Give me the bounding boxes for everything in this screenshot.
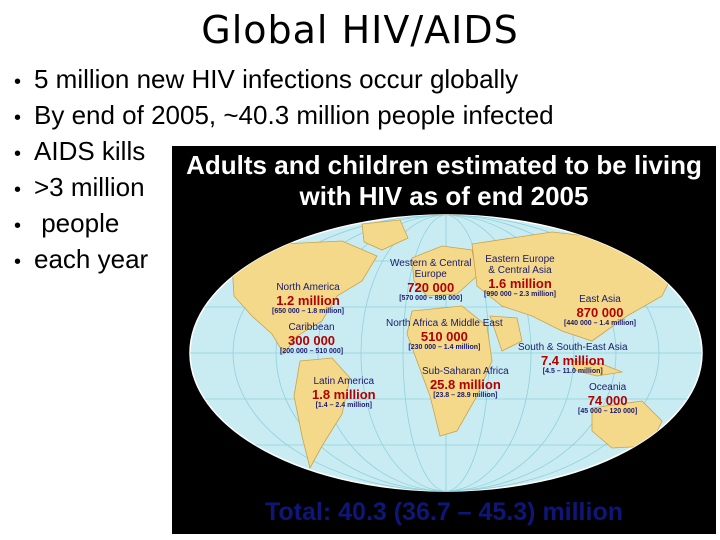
region-north-america: North America 1.2 million [650 000 – 1.8…	[272, 282, 344, 315]
region-value: 510 000	[420, 329, 468, 344]
region-caribbean: Caribbean 300 000 [200 000 – 510 000]	[280, 322, 343, 355]
region-western-central-europe: Western & Central Europe 720 000 [570 00…	[390, 258, 472, 302]
region-value: 1.6 million	[488, 276, 552, 291]
south-america-land	[293, 357, 351, 470]
bullet-item: • By end of 2005, ~40.3 million people in…	[14, 100, 554, 136]
world-map-image	[189, 214, 703, 492]
region-eastern-europe-central-asia: Eastern Europe & Central Asia 1.6 millio…	[484, 254, 556, 298]
region-range: [200 000 – 510 000]	[280, 348, 344, 355]
hiv-world-map-panel: Adults and children estimated to be livi…	[172, 146, 716, 534]
region-name: & Central Asia	[488, 265, 552, 276]
bullet-dot: •	[14, 143, 22, 165]
region-value: 300 000	[288, 333, 336, 348]
region-name: North Africa & Middle East	[386, 318, 503, 329]
bullet-dot: •	[14, 71, 22, 93]
region-range: [440 000 – 1.4 million]	[564, 320, 636, 327]
region-name: East Asia	[579, 294, 621, 305]
region-value: 870 000	[576, 305, 624, 320]
region-latin-america: Latin America 1.8 million [1.4 – 2.4 mil…	[312, 376, 376, 409]
map-title-line-2: with HIV as of end 2005	[299, 181, 589, 211]
slide-title: Global HIV/AIDS	[201, 8, 519, 52]
bullet-text: people	[34, 208, 120, 238]
region-value: 1.8 million	[312, 387, 376, 402]
region-range: [45 000 – 120 000]	[578, 408, 638, 415]
region-range: [4.5 – 11.0 million]	[542, 368, 603, 375]
region-range: [650 000 – 1.8 million]	[272, 308, 344, 315]
region-name: Oceania	[588, 382, 627, 393]
bullet-item: • AIDS kills	[14, 136, 554, 172]
region-name: Sub-Saharan Africa	[422, 366, 509, 377]
region-name: Europe	[414, 269, 447, 280]
europe-land	[411, 245, 478, 297]
region-name: Latin America	[313, 376, 375, 387]
greenland-land	[361, 219, 409, 251]
region-name: South & South-East Asia	[518, 342, 628, 353]
bullet-text: By end of 2005, ~40.3 million people inf…	[34, 100, 554, 130]
bullet-item: • people	[14, 208, 554, 244]
region-name: Western & Central	[390, 258, 472, 269]
map-title: Adults and children estimated to be livi…	[172, 150, 716, 212]
region-name: Caribbean	[288, 322, 335, 333]
africa-land	[406, 305, 493, 437]
bullet-dot: •	[14, 251, 22, 273]
region-range: [1.4 – 2.4 million]	[315, 402, 372, 409]
bullet-list: • 5 million new HIV infections occur glob…	[14, 64, 554, 280]
region-range: [570 000 – 890 000]	[399, 295, 463, 302]
region-south-southeast-asia: South & South-East Asia 7.4 million [4.5…	[518, 342, 628, 375]
bullet-item: • 5 million new HIV infections occur glob…	[14, 64, 554, 100]
north-america-land	[231, 240, 378, 355]
bullet-text: >3 million	[34, 172, 145, 202]
region-range: [230 000 – 1.4 million]	[408, 344, 481, 351]
region-value: 1.2 million	[276, 293, 340, 308]
region-range: [23.8 – 28.9 million]	[433, 392, 498, 399]
region-east-asia: East Asia 870 000 [440 000 – 1.4 million…	[564, 294, 636, 327]
region-north-africa-middle-east: North Africa & Middle East 510 000 [230 …	[386, 318, 503, 351]
arabia-land	[489, 315, 523, 352]
region-value: 7.4 million	[540, 353, 605, 368]
region-value: 74 000	[587, 393, 628, 408]
bullet-item: • each year	[14, 244, 554, 280]
region-name: North America	[276, 282, 340, 293]
bullet-text: each year	[34, 244, 149, 274]
map-total: Total: 40.3 (36.7 – 45.3) million	[265, 498, 623, 526]
bullet-text: 5 million new HIV infections occur globa…	[34, 64, 519, 94]
region-value: 720 000	[407, 280, 455, 295]
region-oceania: Oceania 74 000 [45 000 – 120 000]	[578, 382, 637, 415]
map-title-line-1: Adults and children estimated to be livi…	[186, 150, 702, 180]
bullet-item: • >3 million	[14, 172, 554, 208]
region-value: 25.8 million	[429, 377, 501, 392]
bullet-dot: •	[14, 107, 22, 129]
region-range: [990 000 – 2.3 million]	[484, 291, 556, 298]
indonesia-land	[571, 360, 624, 377]
region-sub-saharan-africa: Sub-Saharan Africa 25.8 million [23.8 – …	[422, 366, 509, 399]
bullet-dot: •	[14, 215, 22, 237]
region-name: Eastern Europe	[485, 254, 555, 265]
bullet-dot: •	[14, 179, 22, 201]
bullet-text: AIDS kills	[34, 136, 146, 166]
continents	[231, 219, 678, 470]
